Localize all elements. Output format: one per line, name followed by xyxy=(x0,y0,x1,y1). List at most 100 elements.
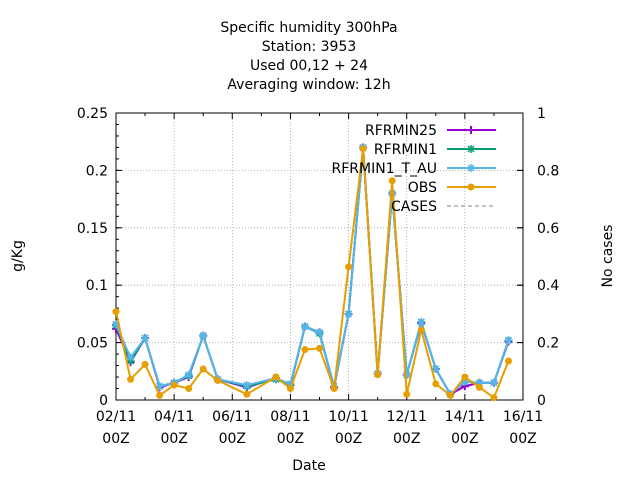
y-tick-label: 0 xyxy=(99,393,108,409)
data-point-marker xyxy=(417,326,425,334)
y-tick-label: 0.2 xyxy=(86,163,108,179)
series-line xyxy=(115,147,510,396)
x-tick-label-hour: 00Z xyxy=(393,431,420,447)
data-point-marker xyxy=(374,371,382,379)
y2-axis-label: No cases xyxy=(600,225,616,288)
data-point-marker xyxy=(432,380,440,388)
data-point-marker xyxy=(446,391,454,399)
y2-tick-label: 0.2 xyxy=(537,336,559,352)
y2-tick-label: 1 xyxy=(537,106,546,122)
data-point-marker xyxy=(504,336,512,344)
series-line xyxy=(115,148,510,400)
data-point-marker xyxy=(301,322,309,331)
data-point-marker xyxy=(141,360,149,368)
x-tick-label-date: 10/11 xyxy=(328,409,368,425)
x-tick-label-hour: 00Z xyxy=(219,431,246,447)
plot-border xyxy=(115,112,524,401)
x-tick-label-date: 16/11 xyxy=(503,409,543,425)
data-point-marker xyxy=(467,164,475,172)
x-tick-label-hour: 00Z xyxy=(335,431,362,447)
series-rfrmin1-t-au xyxy=(112,143,513,399)
x-tick-label-hour: 00Z xyxy=(451,431,478,447)
series-line xyxy=(115,147,510,396)
legend-entry: RFRMIN1 xyxy=(374,142,496,158)
y2-tick-label: 0.8 xyxy=(537,163,559,179)
series-obs xyxy=(112,145,512,402)
data-point-marker xyxy=(490,394,498,402)
data-point-marker xyxy=(359,145,367,153)
data-point-marker xyxy=(199,365,207,373)
legend-label: OBS xyxy=(408,180,437,196)
chart-title-line: Used 00,12 + 24 xyxy=(250,58,368,74)
data-point-marker xyxy=(141,334,149,342)
data-point-marker xyxy=(345,263,353,271)
grid-lines xyxy=(116,113,523,400)
series-rfrmin25 xyxy=(112,143,513,399)
data-point-marker xyxy=(170,381,178,389)
chart-title-line: Station: 3953 xyxy=(262,39,357,55)
y2-tick-label: 0.4 xyxy=(537,278,559,294)
series-line xyxy=(115,147,510,396)
data-point-marker xyxy=(185,371,193,379)
y-axis-label: g/Kg xyxy=(10,240,26,272)
x-tick-label-date: 06/11 xyxy=(212,409,252,425)
legend-label: CASES xyxy=(391,199,437,215)
chart-title-line: Specific humidity 300hPa xyxy=(220,20,397,36)
chart-title-line: Averaging window: 12h xyxy=(227,77,390,93)
data-point-marker xyxy=(475,383,483,391)
data-point-marker xyxy=(403,390,411,398)
data-point-marker xyxy=(388,177,396,185)
series-rfrmin1 xyxy=(112,143,513,399)
legend-entry: RFRMIN1_T_AU xyxy=(332,161,496,177)
legend-label: RFRMIN25 xyxy=(365,123,437,139)
data-point-marker xyxy=(345,310,353,318)
y2-tick-label: 0.6 xyxy=(537,221,559,237)
data-point-marker xyxy=(286,385,294,393)
data-point-marker xyxy=(316,344,323,352)
x-axis-label: Date xyxy=(292,458,325,474)
y-tick-label: 0.15 xyxy=(77,221,108,237)
x-tick-label-date: 08/11 xyxy=(270,409,310,425)
data-point-marker xyxy=(127,353,135,362)
data-point-marker xyxy=(504,357,512,365)
x-tick-label-date: 02/11 xyxy=(96,409,136,425)
data-point-marker xyxy=(127,375,135,383)
data-point-marker xyxy=(467,183,475,191)
data-point-marker xyxy=(214,376,222,384)
data-point-marker xyxy=(112,308,120,316)
data-point-marker xyxy=(156,391,164,399)
x-tick-label-hour: 00Z xyxy=(160,431,187,447)
data-point-marker xyxy=(467,145,475,153)
data-point-marker xyxy=(199,332,207,340)
legend-entry: CASES xyxy=(391,199,496,215)
legend-label: RFRMIN1_T_AU xyxy=(332,161,437,177)
data-point-marker xyxy=(185,385,193,393)
legend-label: RFRMIN1 xyxy=(374,142,437,158)
x-tick-label-hour: 00Z xyxy=(102,431,129,447)
legend-entry: RFRMIN25 xyxy=(365,123,496,139)
x-tick-label-hour: 00Z xyxy=(277,431,304,447)
chart-titles: Date g/Kg No cases Specific humidity 300hPa… xyxy=(10,20,616,474)
data-point-marker xyxy=(330,385,338,393)
y2-tick-label: 0 xyxy=(537,393,546,409)
data-point-marker xyxy=(315,328,324,336)
plot-frame xyxy=(115,112,524,401)
data-point-marker xyxy=(461,373,469,381)
data-point-marker xyxy=(432,365,440,373)
legend: RFRMIN25 RFRMIN1 RFRMIN1_T_AU OBS CASES xyxy=(332,123,496,215)
data-point-marker xyxy=(417,318,425,326)
x-tick-label-date: 04/11 xyxy=(154,409,194,425)
x-tick-label-hour: 00Z xyxy=(509,431,536,447)
data-point-marker xyxy=(272,373,280,381)
data-point-marker xyxy=(243,390,251,398)
x-tick-label-date: 14/11 xyxy=(445,409,485,425)
data-point-marker xyxy=(156,382,164,390)
y-tick-label: 0.25 xyxy=(77,106,108,122)
axis-ticks: 0 0.05 0.1 0.15 0.2 0.25 0 0.2 0.4 0.6 0.8 1 02/11 00… xyxy=(77,106,560,447)
legend-entry: OBS xyxy=(408,180,496,196)
data-point-marker xyxy=(243,381,251,389)
data-point-marker xyxy=(301,345,309,353)
y-tick-label: 0.05 xyxy=(77,336,108,352)
data-series xyxy=(112,143,513,402)
